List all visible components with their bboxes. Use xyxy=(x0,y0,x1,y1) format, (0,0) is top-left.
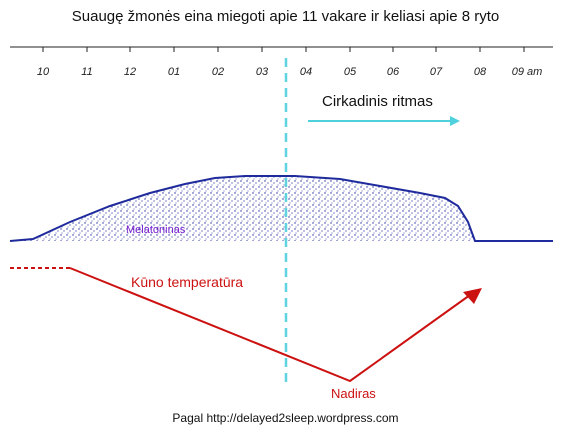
hour-label: 11 xyxy=(81,66,93,78)
axis-ticks xyxy=(42,47,525,52)
melatonin-label: Melatoninas xyxy=(126,224,186,236)
hour-label: 08 xyxy=(473,66,487,78)
hour-label: 07 xyxy=(429,66,443,78)
hour-label: 03 xyxy=(255,66,269,78)
hour-label: 04 xyxy=(299,66,313,78)
hour-label: 09 am xyxy=(511,66,543,78)
diagram-title: Suaugę žmonės eina miegoti apie 11 vakar… xyxy=(71,8,500,25)
source-caption: Pagal http://delayed2sleep.wordpress.com xyxy=(172,411,399,425)
body-temperature-label: Kūno temperatūra xyxy=(131,274,244,290)
hour-label: 12 xyxy=(123,66,137,78)
hour-label: 05 xyxy=(343,66,357,78)
nadir-label: Nadiras xyxy=(331,386,376,401)
melatonin-curve xyxy=(9,175,553,242)
circadian-rhythm-label: Cirkadinis ritmas xyxy=(322,93,433,110)
temperature-arrowhead xyxy=(463,288,482,304)
hour-label: 06 xyxy=(386,66,400,78)
temperature-curve xyxy=(69,267,471,383)
hour-label: 02 xyxy=(211,66,225,78)
hour-label: 10 xyxy=(36,66,50,78)
melatonin-area xyxy=(10,176,553,241)
hour-label: 01 xyxy=(167,66,181,78)
circadian-arrowhead xyxy=(450,116,460,126)
